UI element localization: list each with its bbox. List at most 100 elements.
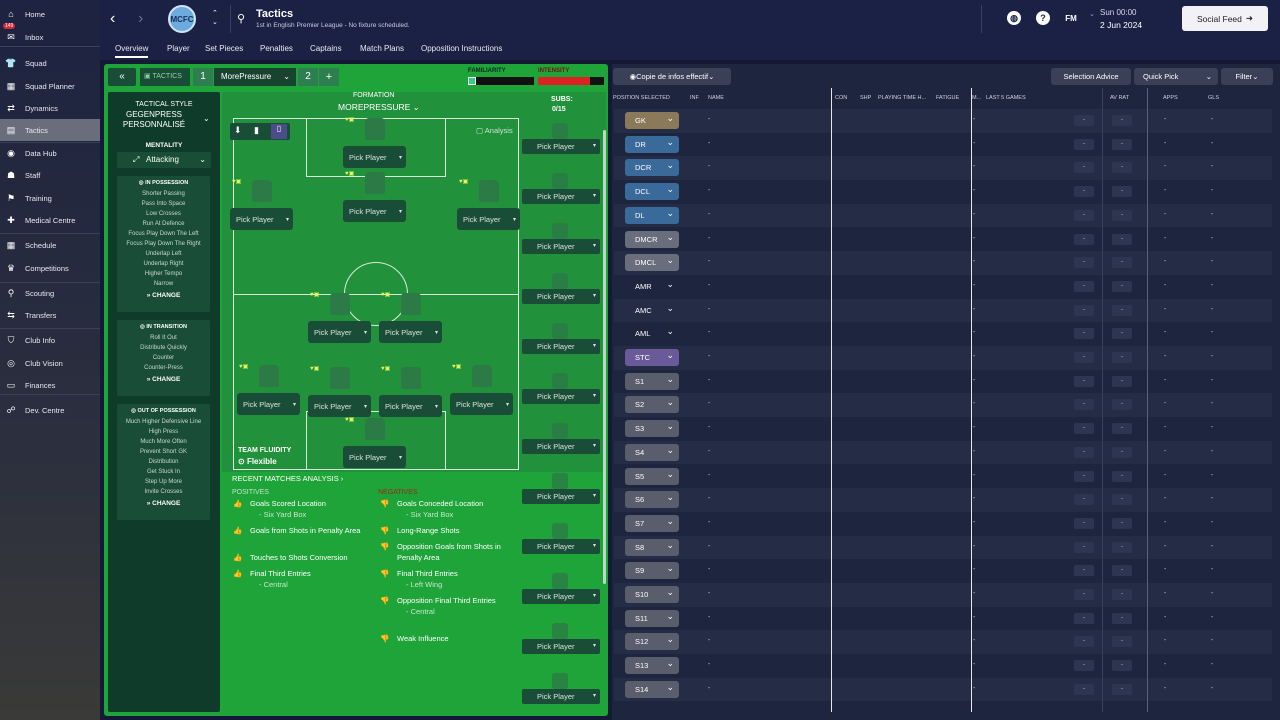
pick-player-select[interactable]: Pick Player [343, 146, 406, 168]
column-header-1[interactable]: INF [690, 95, 699, 101]
sidebar-item-finances[interactable]: ▭ Finances [0, 374, 100, 396]
club-crest[interactable]: MCFC [168, 5, 196, 33]
table-row[interactable]: S7 - - - - - - [614, 512, 1272, 536]
table-row[interactable]: DMCL - - - - - - [614, 251, 1272, 275]
position-select[interactable]: AML [625, 325, 679, 342]
column-header-10[interactable]: APPS [1163, 95, 1178, 101]
position-select[interactable]: S7 [625, 514, 679, 532]
sidebar-item-club-info[interactable]: ⛉ Club Info [0, 329, 100, 351]
shirt-view-icon[interactable]: ▯ [271, 124, 287, 139]
sidebar-item-training[interactable]: ⚑ Training [0, 187, 100, 209]
position-select[interactable]: S3 [625, 420, 679, 438]
column-header-4[interactable]: SHP [860, 95, 872, 101]
position-select[interactable]: DL [625, 206, 679, 224]
column-header-6[interactable]: FATIGUE [936, 95, 960, 101]
search-icon[interactable]: ⚲ [237, 13, 246, 25]
fm-logo[interactable]: FM [1065, 13, 1077, 23]
position-select[interactable]: S11 [625, 609, 679, 627]
pick-player-select[interactable]: Pick Player [379, 321, 442, 343]
bar-chart-icon[interactable]: ▮ [254, 125, 259, 135]
sub-pick-player-select[interactable]: Pick Player [522, 539, 600, 554]
column-header-2[interactable]: NAME [708, 95, 724, 101]
table-row[interactable]: S1 - - - - - - [614, 370, 1272, 394]
pick-player-select[interactable]: Pick Player [450, 393, 513, 415]
column-header-0[interactable]: POSITION SELECTED [613, 95, 670, 101]
sidebar-item-data-hub[interactable]: ◉ Data Hub [0, 142, 100, 164]
position-select[interactable]: DCL [625, 183, 679, 201]
table-row[interactable]: S10 - - - - - - [614, 583, 1272, 607]
position-select[interactable]: DR [625, 135, 679, 153]
position-select[interactable]: S4 [625, 443, 679, 461]
sub-pick-player-select[interactable]: Pick Player [522, 339, 600, 354]
sidebar-item-dynamics[interactable]: ⇄ Dynamics [0, 97, 100, 119]
tab-penalties[interactable]: Penalties [260, 44, 293, 53]
position-select[interactable]: S12 [625, 633, 679, 651]
table-row[interactable]: S5 - - - - - - [614, 465, 1272, 489]
table-row[interactable]: S12 - - - - - - [614, 630, 1272, 654]
tab-player[interactable]: Player [167, 44, 190, 53]
change-button[interactable]: » CHANGE [117, 292, 210, 299]
sidebar-item-competitions[interactable]: ♛ Competitions [0, 257, 100, 279]
tab-opposition-instructions[interactable]: Opposition Instructions [421, 44, 503, 53]
collapse-icon[interactable]: « [108, 68, 136, 86]
column-header-3[interactable]: CON [835, 95, 848, 101]
tactic-slot-2[interactable]: 2 [298, 68, 318, 86]
position-select[interactable]: DMCR [625, 230, 679, 248]
sidebar-item-dev-centre[interactable]: ☍ Dev. Centre [0, 399, 100, 421]
sub-pick-player-select[interactable]: Pick Player [522, 289, 600, 304]
sub-pick-player-select[interactable]: Pick Player [522, 139, 600, 154]
table-row[interactable]: STC - - - - - - [614, 346, 1272, 370]
table-row[interactable]: S8 - - - - - - [614, 535, 1272, 560]
position-select[interactable]: S13 [625, 657, 679, 675]
sidebar-item-home[interactable]: ⌂ Home [0, 3, 100, 25]
position-select[interactable]: GK [625, 112, 679, 129]
out-of-possession-box[interactable]: ◎ OUT OF POSSESSION Much Higher Defensive… [117, 404, 210, 520]
sub-pick-player-select[interactable]: Pick Player [522, 689, 600, 704]
sub-pick-player-select[interactable]: Pick Player [522, 639, 600, 654]
table-row[interactable]: DCL - - - - - - [614, 180, 1272, 204]
sub-pick-player-select[interactable]: Pick Player [522, 189, 600, 204]
sub-pick-player-select[interactable]: Pick Player [522, 589, 600, 604]
table-row[interactable]: S4 - - - - - - [614, 440, 1272, 465]
sub-pick-player-select[interactable]: Pick Player [522, 389, 600, 404]
table-row[interactable]: AMR - - - - - - [614, 275, 1272, 299]
recent-matches-analysis-link[interactable]: RECENT MATCHES ANALYSIS › [232, 474, 344, 483]
column-header-9[interactable]: AV RAT [1110, 95, 1130, 101]
tab-overview[interactable]: Overview [115, 44, 149, 58]
position-select[interactable]: S6 [625, 491, 679, 509]
table-row[interactable]: DL - - - - - - [614, 203, 1272, 228]
add-tactic-button[interactable]: + [319, 68, 339, 86]
globe-icon[interactable]: ◍ [1007, 11, 1021, 25]
tactic-slot-1[interactable]: 1 [193, 68, 213, 86]
sidebar-item-tactics[interactable]: ▤ Tactics [0, 119, 100, 141]
position-select[interactable]: S5 [625, 467, 679, 485]
pick-player-select[interactable]: Pick Player [308, 395, 371, 417]
sidebar-item-club-vision[interactable]: ◎ Club Vision [0, 352, 100, 374]
pick-player-select[interactable]: Pick Player [379, 395, 442, 417]
table-row[interactable]: DMCR - - - - - - [614, 228, 1272, 252]
position-select[interactable]: STC [625, 349, 679, 366]
pick-player-select[interactable]: Pick Player [343, 446, 406, 468]
sidebar-item-scouting[interactable]: ⚲ Scouting [0, 282, 100, 304]
tactic-select[interactable]: MorePressure ⌄ [214, 68, 296, 86]
back-arrow-icon[interactable]: ‹ [110, 10, 116, 27]
mentality-select[interactable]: ⤢ Attacking ⌄ [117, 152, 211, 168]
in-possession-box[interactable]: ◎ IN POSSESSION Shorter Passing Pass Into … [117, 176, 210, 312]
table-row[interactable]: AML - - - - - - [614, 322, 1272, 346]
pick-player-select[interactable]: Pick Player [343, 200, 406, 222]
pick-player-select[interactable]: Pick Player [230, 208, 293, 230]
table-row[interactable]: AMC - - - - - - [614, 298, 1272, 323]
in-transition-box[interactable]: ◎ IN TRANSITION Roll It Out Distribute Qui… [117, 320, 210, 396]
sidebar-item-squad-planner[interactable]: ▦ Squad Planner [0, 75, 100, 97]
sidebar-item-schedule[interactable]: ▦ Schedule [0, 234, 100, 256]
pick-player-select[interactable]: Pick Player [237, 393, 300, 415]
filter-button[interactable]: Filter ⌄ [1221, 68, 1273, 85]
tab-set-pieces[interactable]: Set Pieces [205, 44, 244, 53]
forward-arrow-icon[interactable]: › [138, 10, 144, 27]
table-row[interactable]: DCR - - - - - - [614, 156, 1272, 180]
sidebar-item-inbox[interactable]: ✉ 149 Inbox [0, 23, 100, 48]
formation-select[interactable]: MOREPRESSURE ⌄ [338, 102, 420, 112]
sidebar-item-medical-centre[interactable]: ✚ Medical Centre [0, 209, 100, 231]
help-icon[interactable]: ? [1036, 11, 1050, 25]
subs-scrollbar[interactable] [603, 130, 606, 584]
